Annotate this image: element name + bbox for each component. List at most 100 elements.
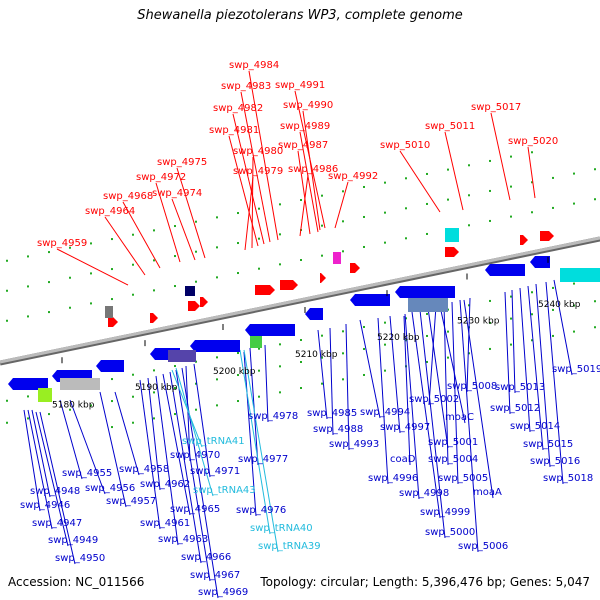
upper-gene-label: swp_4984	[229, 60, 279, 71]
leader-line	[251, 156, 254, 249]
lower-gene-label: swp_4969	[198, 587, 248, 598]
lower-gene-label: swp_4988	[313, 424, 363, 435]
lower-gene-label: swp_5008	[447, 381, 497, 392]
track-dot	[510, 343, 512, 346]
leader-line	[404, 313, 420, 500]
leader-line	[232, 113, 265, 245]
pseudo-block	[105, 306, 113, 318]
leader-line	[527, 146, 536, 199]
upper-gene-label: swp_4972	[136, 172, 186, 183]
track-dot	[594, 168, 596, 171]
leader-line	[411, 311, 441, 519]
minus-gene-arrow	[190, 340, 240, 352]
track-dot	[342, 352, 344, 355]
track-dot	[321, 194, 323, 197]
leader-line	[334, 181, 349, 229]
track-dot	[573, 172, 575, 175]
track-dot	[363, 185, 365, 188]
leader-line	[466, 297, 471, 393]
track-dot	[468, 164, 470, 167]
track-dot	[363, 245, 365, 248]
leader-line	[104, 216, 146, 276]
track-dot	[258, 207, 260, 210]
lower-gene-label: swp_4996	[368, 473, 418, 484]
tick-label: 5190 kbp	[135, 383, 178, 393]
track-dot	[237, 352, 239, 355]
track-dot	[405, 339, 407, 342]
cds-block	[185, 286, 195, 296]
track-dot	[132, 421, 134, 424]
track-dot	[153, 369, 155, 372]
track-dot	[237, 374, 239, 377]
lower-gene-label: moaC	[445, 412, 474, 423]
track-dot	[258, 237, 260, 240]
track-dot	[321, 224, 323, 227]
track-dot	[426, 172, 428, 175]
cds-block	[250, 336, 262, 348]
leader-line	[294, 90, 326, 229]
track-dot	[279, 365, 281, 368]
leader-line	[59, 399, 83, 480]
leader-line	[463, 299, 494, 499]
track-dot	[6, 319, 8, 322]
minus-gene-arrow	[8, 378, 48, 390]
upper-gene-label: swp_4982	[213, 103, 263, 114]
track-dot	[405, 177, 407, 180]
leader-line	[302, 110, 321, 231]
leader-line	[31, 409, 51, 498]
track-dot	[153, 289, 155, 292]
minus-gene-arrow	[350, 294, 390, 306]
track-dot	[552, 206, 554, 209]
track-dot	[111, 298, 113, 301]
track-dot	[111, 378, 113, 381]
track-dot	[174, 387, 176, 390]
track-dot	[174, 225, 176, 228]
label-leader-lines	[23, 70, 573, 599]
track-dot	[468, 352, 470, 355]
track-dot	[132, 395, 134, 398]
plus-gene-arrow	[320, 273, 326, 283]
plus-gene-arrow	[350, 263, 360, 273]
track-dot	[237, 400, 239, 403]
leader-line	[162, 373, 191, 516]
upper-gene-label: swp_4991	[275, 80, 325, 91]
lower-gene-label: swp_4993	[329, 439, 379, 450]
track-dot	[258, 267, 260, 270]
lower-gene-label: swp_4965	[170, 504, 220, 515]
leader-line	[451, 301, 459, 485]
track-dot	[174, 365, 176, 368]
track-dot	[531, 291, 533, 294]
plus-gene-arrow	[150, 313, 158, 323]
track-dot	[6, 421, 8, 424]
leader-line	[439, 305, 466, 424]
genome-summary: Topology: circular; Length: 5,396,476 bp…	[260, 575, 590, 589]
track-dot	[405, 317, 407, 320]
minus-gene-arrow	[305, 308, 323, 320]
track-dot	[468, 224, 470, 227]
cds-block	[333, 252, 341, 264]
track-dot	[216, 356, 218, 359]
leader-line	[359, 319, 381, 419]
track-dot	[258, 369, 260, 372]
lower-gene-label: swp_4957	[106, 496, 156, 507]
track-dot	[90, 302, 92, 305]
upper-gene-label: swp_5011	[425, 121, 475, 132]
leader-line	[444, 131, 464, 211]
lower-gene-label: swp_4985	[307, 408, 357, 419]
track-dot	[279, 343, 281, 346]
leader-line	[171, 369, 203, 448]
track-dot	[510, 295, 512, 298]
lower-gene-label: swp_5015	[523, 439, 573, 450]
leader-line	[99, 391, 127, 508]
trna-label: swp_tRNA41	[182, 436, 245, 447]
tick-label: 5180 kbp	[52, 400, 95, 410]
track-dot	[279, 391, 281, 394]
track-dot	[426, 360, 428, 363]
track-dot	[342, 250, 344, 253]
track-dot	[447, 330, 449, 333]
leader-line	[545, 281, 564, 485]
leader-line	[243, 349, 279, 553]
leader-line	[155, 182, 181, 263]
track-dot	[447, 356, 449, 359]
